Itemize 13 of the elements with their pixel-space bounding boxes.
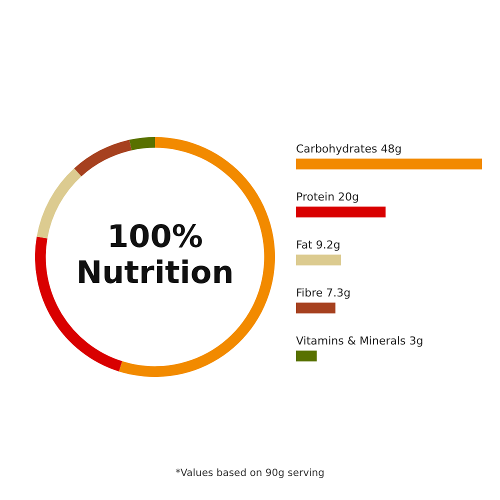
category-label: Protein 20g xyxy=(296,190,360,204)
category-label: Carbohydrates 48g xyxy=(296,142,402,156)
bar xyxy=(296,302,336,314)
bar xyxy=(296,350,317,362)
text: 100% xyxy=(107,219,203,256)
bar xyxy=(296,158,482,170)
text: *Values based on 90g serving xyxy=(174,468,326,479)
category-label: Fat 9.2g xyxy=(296,238,340,252)
text: Nutrition xyxy=(76,255,234,292)
category-label: Fibre 7.3g xyxy=(296,286,351,300)
bar xyxy=(296,254,341,266)
category-label: Vitamins & Minerals 3g xyxy=(296,334,424,348)
bar xyxy=(296,206,386,218)
